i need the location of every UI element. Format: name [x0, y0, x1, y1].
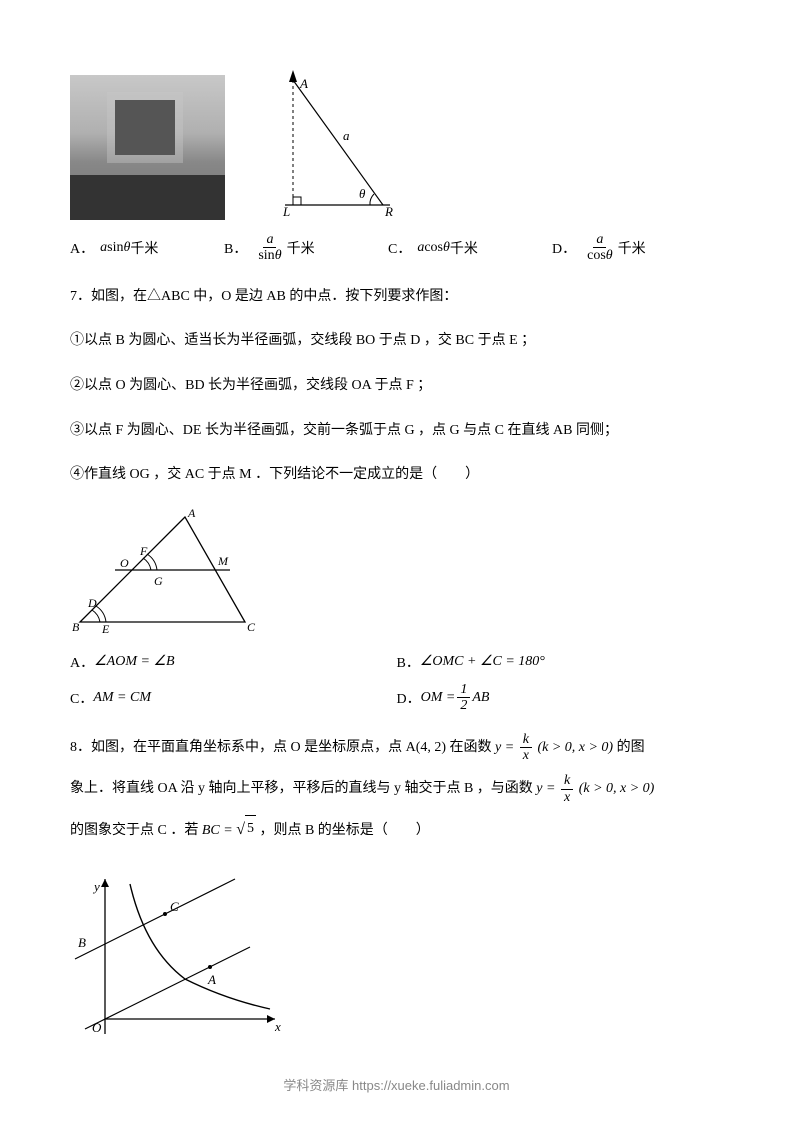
unit: 千米: [618, 238, 646, 258]
opt-label: A．: [70, 238, 94, 258]
q7-option-a: A． ∠AOM = ∠B: [70, 652, 397, 672]
q7-step1: ①以点 B 为圆心、适当长为半径画弧，交线段 BO 于点 D ，交 BC 于点 …: [70, 328, 723, 355]
q7-option-b: B． ∠OMC + ∠C = 180°: [397, 652, 724, 672]
q6-option-c: C． acosθ 千米: [388, 238, 546, 258]
ship-photo: [70, 75, 225, 220]
opt-label: D．: [397, 688, 421, 708]
unit: 千米: [450, 238, 478, 258]
opt-post: AB: [472, 690, 489, 706]
fraction: a sinθ: [255, 232, 284, 264]
q7-options-row1: A． ∠AOM = ∠B B． ∠OMC + ∠C = 180°: [70, 652, 723, 672]
var-theta: θ: [606, 248, 613, 263]
q6-option-a: A． asinθ 千米: [70, 238, 218, 258]
y-eq: y =: [495, 740, 518, 755]
label-R: R: [384, 204, 393, 219]
var-theta: θ: [123, 240, 130, 255]
fraction: k x: [520, 732, 532, 764]
unit: 千米: [130, 238, 158, 258]
lbl-C: C: [247, 620, 256, 634]
q6-option-b: B． a sinθ 千米: [224, 232, 382, 264]
label-theta: θ: [359, 186, 366, 201]
lbl-A: A: [187, 507, 196, 520]
radicand: 5: [245, 815, 256, 843]
q7-step4: ④作直线 OG ，交 AC 于点 M ．下列结论不一定成立的是（ ）: [70, 462, 723, 489]
lbl-B: B: [78, 935, 86, 950]
fraction: 1 2: [457, 682, 470, 714]
numerator: 1: [457, 682, 470, 698]
var-theta: θ: [275, 248, 282, 263]
opt-label: B．: [397, 652, 420, 672]
q7-step3: ③以点 F 为圆心、DE 长为半径画弧，交前一条弧于点 G ，点 G 与点 C …: [70, 418, 723, 445]
opt-text: AM = CM: [93, 690, 151, 706]
lbl-y: y: [92, 879, 100, 894]
opt-label: D．: [552, 238, 576, 258]
trig: cos: [587, 248, 606, 263]
trig: sin: [107, 240, 123, 255]
q8-line3: 的图象交于点 C ．若 BC = √5 ，则点 B 的坐标是（ ）: [70, 815, 723, 845]
lbl-B: B: [72, 620, 80, 634]
trig: sin: [258, 248, 274, 263]
q7-diagram: A B C D E F G O M: [70, 507, 260, 637]
q8-line2: 象上．将直线 OA 沿 y 轴向上平移，平移后的直线与 y 轴交于点 B ，与函…: [70, 773, 723, 805]
text: 8．如图，在平面直角坐标系中，点 O 是坐标原点，点 A(4, 2) 在函数: [70, 740, 495, 755]
q8-graph: y x O A B C: [70, 869, 290, 1044]
denominator: x: [561, 790, 573, 805]
text: ，则点 B 的坐标是（ ）: [259, 823, 429, 838]
var-theta: θ: [443, 240, 450, 255]
q7-stem: 7．如图，在△ABC 中，O 是边 AB 的中点．按下列要求作图：: [70, 284, 723, 311]
label-A: A: [299, 76, 308, 91]
triangle-diagram: A L R a θ: [265, 70, 405, 220]
y-eq: y =: [536, 781, 559, 796]
fraction: a cosθ: [584, 232, 616, 264]
lbl-D: D: [87, 596, 97, 610]
unit: 千米: [287, 238, 315, 258]
q7-options-row2: C． AM = CM D． OM = 1 2 AB: [70, 682, 723, 714]
opt-text: ∠OMC + ∠C = 180°: [420, 653, 545, 670]
fraction: k x: [561, 773, 573, 805]
cond: (k > 0, x > 0): [537, 740, 613, 755]
text: 的图象交于点 C ．若: [70, 823, 202, 838]
lbl-E: E: [101, 622, 110, 636]
page-footer: 学科资源库 https://xueke.fuliadmin.com: [0, 1075, 793, 1094]
label-L: L: [282, 204, 290, 219]
denominator: x: [520, 748, 532, 763]
trig: cos: [424, 240, 443, 255]
q6-options: A． asinθ 千米 B． a sinθ 千米 C． acosθ 千米 D． …: [70, 232, 723, 264]
lbl-x: x: [274, 1019, 281, 1034]
sqrt: √5: [236, 815, 256, 845]
lbl-F: F: [139, 544, 148, 558]
q6-figures: A L R a θ: [70, 70, 723, 220]
bc: BC =: [202, 823, 236, 838]
lbl-C: C: [170, 899, 179, 914]
q7-option-c: C． AM = CM: [70, 682, 397, 714]
denominator: 2: [457, 698, 470, 713]
label-a: a: [343, 128, 350, 143]
numerator: a: [263, 232, 276, 248]
opt-label: C．: [388, 238, 411, 258]
numerator: k: [520, 732, 532, 748]
lbl-O: O: [120, 556, 129, 570]
opt-pre: OM =: [421, 690, 456, 706]
opt-label: B．: [224, 238, 247, 258]
lbl-A: A: [207, 972, 216, 987]
numerator: k: [561, 773, 573, 789]
q6-option-d: D． a cosθ 千米: [552, 232, 646, 264]
q8-line1: 8．如图，在平面直角坐标系中，点 O 是坐标原点，点 A(4, 2) 在函数 y…: [70, 732, 723, 764]
lbl-G: G: [154, 574, 163, 588]
text: 象上．将直线 OA 沿 y 轴向上平移，平移后的直线与 y 轴交于点 B ，与函…: [70, 781, 536, 796]
lbl-O: O: [92, 1020, 102, 1035]
opt-label: C．: [70, 688, 93, 708]
q7-option-d: D． OM = 1 2 AB: [397, 682, 724, 714]
numerator: a: [593, 232, 606, 248]
opt-text: ∠AOM = ∠B: [94, 653, 174, 670]
opt-label: A．: [70, 652, 94, 672]
text: 的图: [617, 740, 645, 755]
q7-step2: ②以点 O 为圆心、BD 长为半径画弧，交线段 OA 于点 F ；: [70, 373, 723, 400]
cond: (k > 0, x > 0): [579, 781, 655, 796]
lbl-M: M: [217, 554, 229, 568]
